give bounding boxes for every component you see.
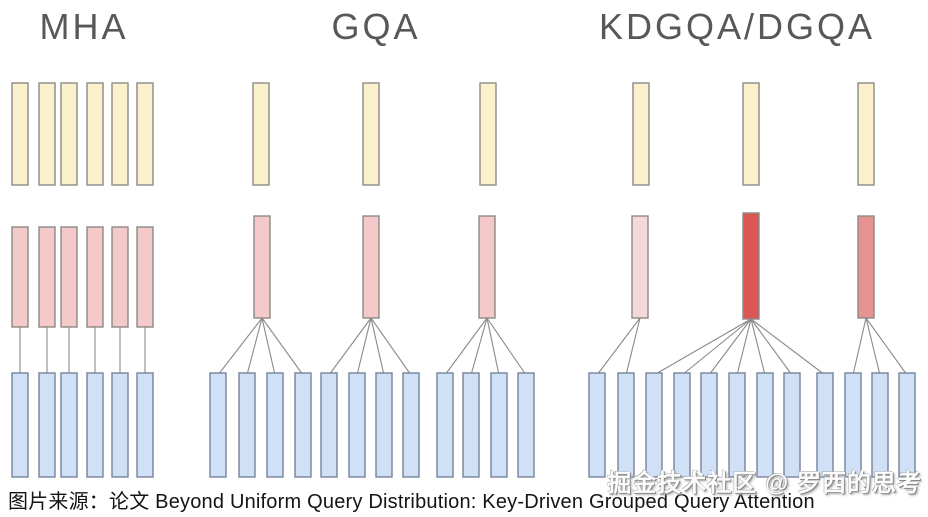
query-bar — [783, 372, 801, 478]
key-bar — [253, 215, 271, 319]
key-query-connection-line — [653, 318, 752, 376]
key-query-connection-line — [486, 317, 500, 376]
panel-title-mha: MHA — [39, 6, 129, 47]
key-query-connection-line — [261, 317, 304, 376]
query-bar — [645, 372, 663, 478]
value-bar — [632, 82, 650, 186]
key-bar — [631, 215, 649, 319]
key-query-connection-line — [470, 317, 488, 376]
key-query-connection-line — [865, 317, 881, 376]
query-bar — [348, 372, 366, 478]
query-bar — [436, 372, 454, 478]
site-watermark: 掘金技术社区 @ 罗西的思考 — [607, 470, 922, 497]
value-bar — [11, 82, 29, 186]
value-bar — [252, 82, 270, 186]
key-query-connection-line — [852, 317, 867, 376]
query-bar — [462, 372, 480, 478]
query-bar — [402, 372, 420, 478]
query-bar — [209, 372, 227, 478]
key-query-connection-line — [750, 318, 793, 376]
key-query-connection-line — [750, 318, 766, 376]
query-bar — [700, 372, 718, 478]
query-bar — [86, 372, 104, 478]
key-bar — [60, 226, 78, 328]
query-bar — [294, 372, 312, 478]
query-bar — [320, 372, 338, 478]
key-query-connection-line — [625, 317, 641, 376]
panel-title-kdgqa: KDGQA/DGQA — [598, 6, 876, 47]
key-query-connection-line — [681, 318, 752, 376]
value-bar — [136, 82, 154, 186]
query-bar — [728, 372, 746, 478]
key-query-connection-line — [750, 318, 826, 376]
key-query-connection-line — [596, 317, 641, 376]
value-bar — [857, 82, 875, 186]
value-bar — [86, 82, 104, 186]
key-bar — [362, 215, 380, 319]
query-bar — [11, 372, 29, 478]
value-bar — [38, 82, 56, 186]
query-bar — [111, 372, 129, 478]
query-bar — [266, 372, 284, 478]
query-bar — [517, 372, 535, 478]
key-query-connection-line — [736, 318, 752, 376]
query-bar — [490, 372, 508, 478]
key-query-connection-line — [246, 317, 263, 376]
value-bar — [362, 82, 380, 186]
value-bar — [111, 82, 129, 186]
value-bar — [742, 82, 760, 186]
key-query-connection-line — [370, 317, 412, 376]
query-bar — [38, 372, 56, 478]
query-bar — [588, 372, 606, 478]
query-bar — [136, 372, 154, 478]
value-bar — [60, 82, 78, 186]
key-bar — [111, 226, 129, 328]
key-bar — [478, 215, 496, 319]
key-query-connection-line — [217, 317, 263, 376]
value-bar — [479, 82, 497, 186]
key-query-connection-line — [708, 318, 752, 376]
query-bar — [816, 372, 834, 478]
key-bar — [38, 226, 56, 328]
key-query-connection-line — [356, 317, 372, 376]
panel-title-gqa: GQA — [331, 6, 421, 47]
key-bar — [86, 226, 104, 328]
key-bar — [136, 226, 154, 328]
query-bar — [60, 372, 78, 478]
key-query-connection-line — [261, 317, 276, 376]
key-query-connection-line — [328, 317, 372, 376]
key-bar — [857, 215, 875, 319]
query-bar — [617, 372, 635, 478]
key-bar — [11, 226, 29, 328]
image-source-caption: 图片来源：论文 Beyond Uniform Query Distributio… — [8, 491, 815, 513]
key-bar — [742, 212, 760, 320]
query-bar — [898, 372, 916, 478]
query-bar — [844, 372, 862, 478]
query-bar — [871, 372, 889, 478]
key-query-connection-line — [865, 317, 908, 376]
query-bar — [375, 372, 393, 478]
query-bar — [673, 372, 691, 478]
query-bar — [238, 372, 256, 478]
key-query-connection-line — [370, 317, 385, 376]
query-bar — [756, 372, 774, 478]
key-query-connection-line — [486, 317, 527, 376]
key-query-connection-line — [444, 317, 488, 376]
